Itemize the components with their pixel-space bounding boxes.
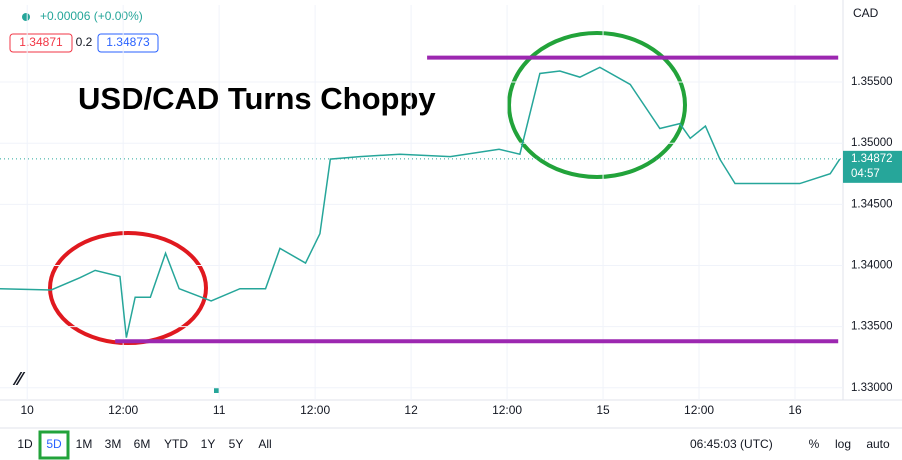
x-tick-label: 15 bbox=[596, 403, 610, 417]
price-line bbox=[0, 66, 841, 338]
last-price-box bbox=[843, 150, 902, 183]
x-tick-label: 16 bbox=[788, 403, 802, 417]
bid: 1.34871 bbox=[19, 35, 63, 49]
last-price: 1.34872 bbox=[851, 153, 893, 165]
scale-option[interactable]: % bbox=[809, 437, 820, 451]
scale-option[interactable]: auto bbox=[866, 437, 890, 451]
range-button[interactable]: All bbox=[258, 437, 271, 451]
y-tick-label: 1.35000 bbox=[851, 137, 893, 149]
range-button[interactable]: 5D bbox=[46, 437, 62, 451]
ask-box[interactable] bbox=[97, 33, 159, 53]
ask: 1.34873 bbox=[106, 35, 150, 49]
highlight-circle bbox=[507, 31, 687, 179]
x-tick-label: 10 bbox=[21, 403, 35, 417]
range-button[interactable]: 5Y bbox=[229, 437, 244, 451]
bid-box[interactable] bbox=[9, 33, 73, 53]
range-button[interactable]: 1D bbox=[17, 437, 33, 451]
change: +0.00006 (+0.00%) bbox=[40, 9, 143, 23]
x-tick-label: 12:00 bbox=[108, 403, 138, 417]
range-button[interactable]: 3M bbox=[105, 437, 122, 451]
range-selected bbox=[38, 430, 70, 460]
x-tick-label: 12:00 bbox=[492, 403, 522, 417]
session-marker bbox=[214, 388, 219, 393]
x-tick-label: 12:00 bbox=[684, 403, 714, 417]
x-tick-label: 12:00 bbox=[300, 403, 330, 417]
range-button[interactable]: 1Y bbox=[201, 437, 216, 451]
spread: 0.2 bbox=[76, 35, 93, 49]
y-tick-label: 1.35500 bbox=[851, 76, 893, 88]
y-tick-label: 1.34500 bbox=[851, 198, 893, 210]
currency[interactable]: CAD bbox=[853, 6, 879, 20]
range-button[interactable]: 6M bbox=[134, 437, 151, 451]
status-dot bbox=[22, 13, 30, 21]
y-tick-label: 1.33000 bbox=[851, 382, 893, 394]
range-button[interactable]: YTD bbox=[164, 437, 188, 451]
y-tick-label: 1.34000 bbox=[851, 260, 893, 272]
x-tick-label: 12 bbox=[404, 403, 418, 417]
scale-option[interactable]: log bbox=[835, 437, 851, 451]
x-tick-label: 11 bbox=[213, 403, 226, 417]
y-tick-label: 1.33500 bbox=[851, 321, 893, 333]
clock: 06:45:03 (UTC) bbox=[690, 437, 773, 451]
range-button[interactable]: 1M bbox=[76, 437, 93, 451]
countdown: 04:57 bbox=[851, 168, 880, 180]
chart-title: USD/CAD Turns Choppy bbox=[78, 81, 436, 116]
